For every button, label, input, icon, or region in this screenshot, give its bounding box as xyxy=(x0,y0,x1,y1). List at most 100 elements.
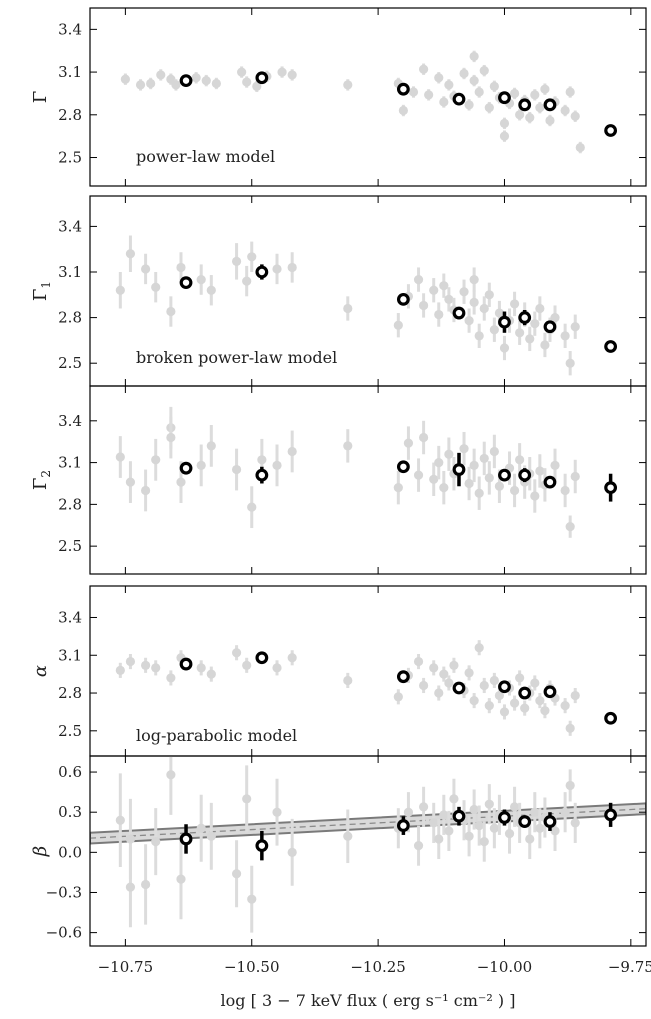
binned-point xyxy=(498,91,511,105)
sample-point xyxy=(231,648,242,658)
sample-point xyxy=(176,874,186,884)
sample-point xyxy=(141,264,151,274)
sample-point xyxy=(419,432,429,443)
sample-point xyxy=(565,358,575,368)
sample-point xyxy=(413,470,424,480)
model-annotation: log-parabolic model xyxy=(136,726,297,745)
sample-point xyxy=(560,331,570,341)
sample-point xyxy=(272,663,282,673)
sample-point xyxy=(570,690,580,701)
sample-point xyxy=(413,275,424,285)
sample-point xyxy=(540,84,550,94)
sample-point xyxy=(489,446,499,457)
sample-point xyxy=(469,297,479,307)
binned-point xyxy=(179,657,193,671)
sample-point xyxy=(525,834,535,844)
sample-point xyxy=(419,680,429,691)
sample-point xyxy=(499,343,510,353)
y-tick-label: 3.4 xyxy=(58,20,82,38)
sample-point xyxy=(413,841,424,851)
sample-point xyxy=(530,678,540,688)
y-tick-label: 2.8 xyxy=(58,106,82,124)
sample-point xyxy=(206,441,216,451)
sample-point xyxy=(449,660,459,670)
sample-point xyxy=(115,452,125,462)
model-annotation: broken power-law model xyxy=(136,348,337,367)
y-tick-label: −0.3 xyxy=(46,883,82,901)
sample-point xyxy=(146,78,156,89)
binned-point xyxy=(604,808,618,822)
sample-point xyxy=(459,287,469,297)
y-tick-label: 2.5 xyxy=(58,722,82,740)
sample-point xyxy=(469,695,479,706)
sample-point xyxy=(444,80,454,90)
sample-point xyxy=(287,262,297,273)
panel-frame xyxy=(89,385,647,575)
sample-point xyxy=(570,818,580,828)
sample-point xyxy=(434,834,444,844)
sample-point xyxy=(287,653,297,663)
sample-point xyxy=(166,770,176,780)
y-axis-label: Γ1 xyxy=(30,281,53,301)
sample-point xyxy=(530,807,540,817)
binned-point xyxy=(543,475,557,489)
y-tick-label: 2.8 xyxy=(58,309,82,327)
sample-point xyxy=(515,328,525,338)
sample-point xyxy=(469,804,479,815)
binned-point xyxy=(396,82,410,96)
sample-point xyxy=(252,81,262,91)
sample-point xyxy=(479,66,489,76)
sample-point xyxy=(206,285,216,295)
sample-point xyxy=(242,77,252,87)
y-tick-label: 2.5 xyxy=(58,149,82,167)
sample-point xyxy=(343,80,353,90)
binned-point xyxy=(604,340,618,353)
y-axis-label-subscript: 2 xyxy=(39,470,53,478)
sample-point xyxy=(464,478,474,489)
sample-point xyxy=(196,663,206,673)
sample-point xyxy=(125,882,136,892)
sample-point xyxy=(191,73,201,83)
sample-point xyxy=(459,444,469,454)
sample-point xyxy=(540,340,550,350)
binned-point xyxy=(518,311,532,325)
sample-point xyxy=(575,142,585,153)
sample-point xyxy=(484,799,494,809)
binned-point xyxy=(518,815,532,828)
binned-point xyxy=(604,124,618,137)
x-tick-label: −10.25 xyxy=(350,958,406,976)
y-tick-label: 3.1 xyxy=(58,63,82,81)
sample-point xyxy=(515,110,525,120)
sample-point xyxy=(504,829,515,839)
sample-point xyxy=(343,441,353,451)
sample-point xyxy=(343,303,353,314)
y-tick-label: 3.4 xyxy=(58,412,82,430)
sample-point xyxy=(509,299,520,309)
binned-point xyxy=(452,809,466,823)
binned-point xyxy=(518,686,532,700)
sample-point xyxy=(434,309,444,320)
sample-point xyxy=(343,831,353,841)
sample-point xyxy=(151,837,161,847)
y-tick-label: 3.1 xyxy=(58,454,82,472)
sample-point xyxy=(530,319,540,329)
sample-point xyxy=(439,281,449,291)
sample-point xyxy=(242,660,252,670)
binned-point xyxy=(452,681,466,695)
sample-point xyxy=(469,275,479,285)
sample-point xyxy=(429,285,439,295)
sample-point xyxy=(479,303,489,314)
sample-point xyxy=(393,320,403,330)
sample-point xyxy=(125,834,136,844)
sample-point xyxy=(560,485,570,496)
sample-point xyxy=(125,249,136,259)
sample-point xyxy=(419,64,429,74)
sample-point xyxy=(469,76,479,86)
sample-point xyxy=(196,460,206,470)
sample-point xyxy=(242,276,252,286)
sample-point xyxy=(287,446,297,457)
sample-point xyxy=(206,669,216,679)
sample-point xyxy=(287,847,297,857)
sample-point xyxy=(570,471,580,482)
